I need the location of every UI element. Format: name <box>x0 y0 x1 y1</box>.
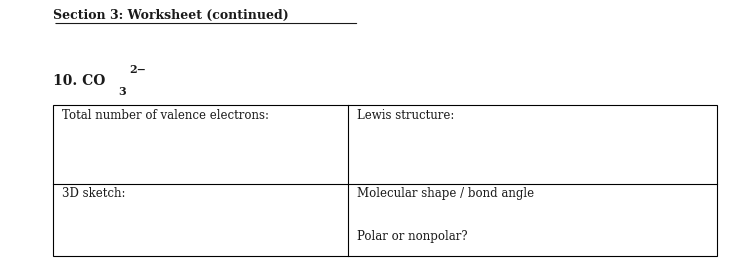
Text: 10. CO: 10. CO <box>53 74 105 88</box>
Text: Lewis structure:: Lewis structure: <box>357 109 454 122</box>
Text: Section 3: Worksheet (continued): Section 3: Worksheet (continued) <box>53 9 289 22</box>
Text: 2−: 2− <box>129 64 146 75</box>
Bar <box>53 105 717 256</box>
Text: Molecular shape / bond angle: Molecular shape / bond angle <box>357 187 534 200</box>
Text: Polar or nonpolar?: Polar or nonpolar? <box>357 230 468 243</box>
Text: 3D sketch:: 3D sketch: <box>62 187 125 200</box>
Text: 3: 3 <box>118 86 126 97</box>
Text: Total number of valence electrons:: Total number of valence electrons: <box>62 109 269 122</box>
